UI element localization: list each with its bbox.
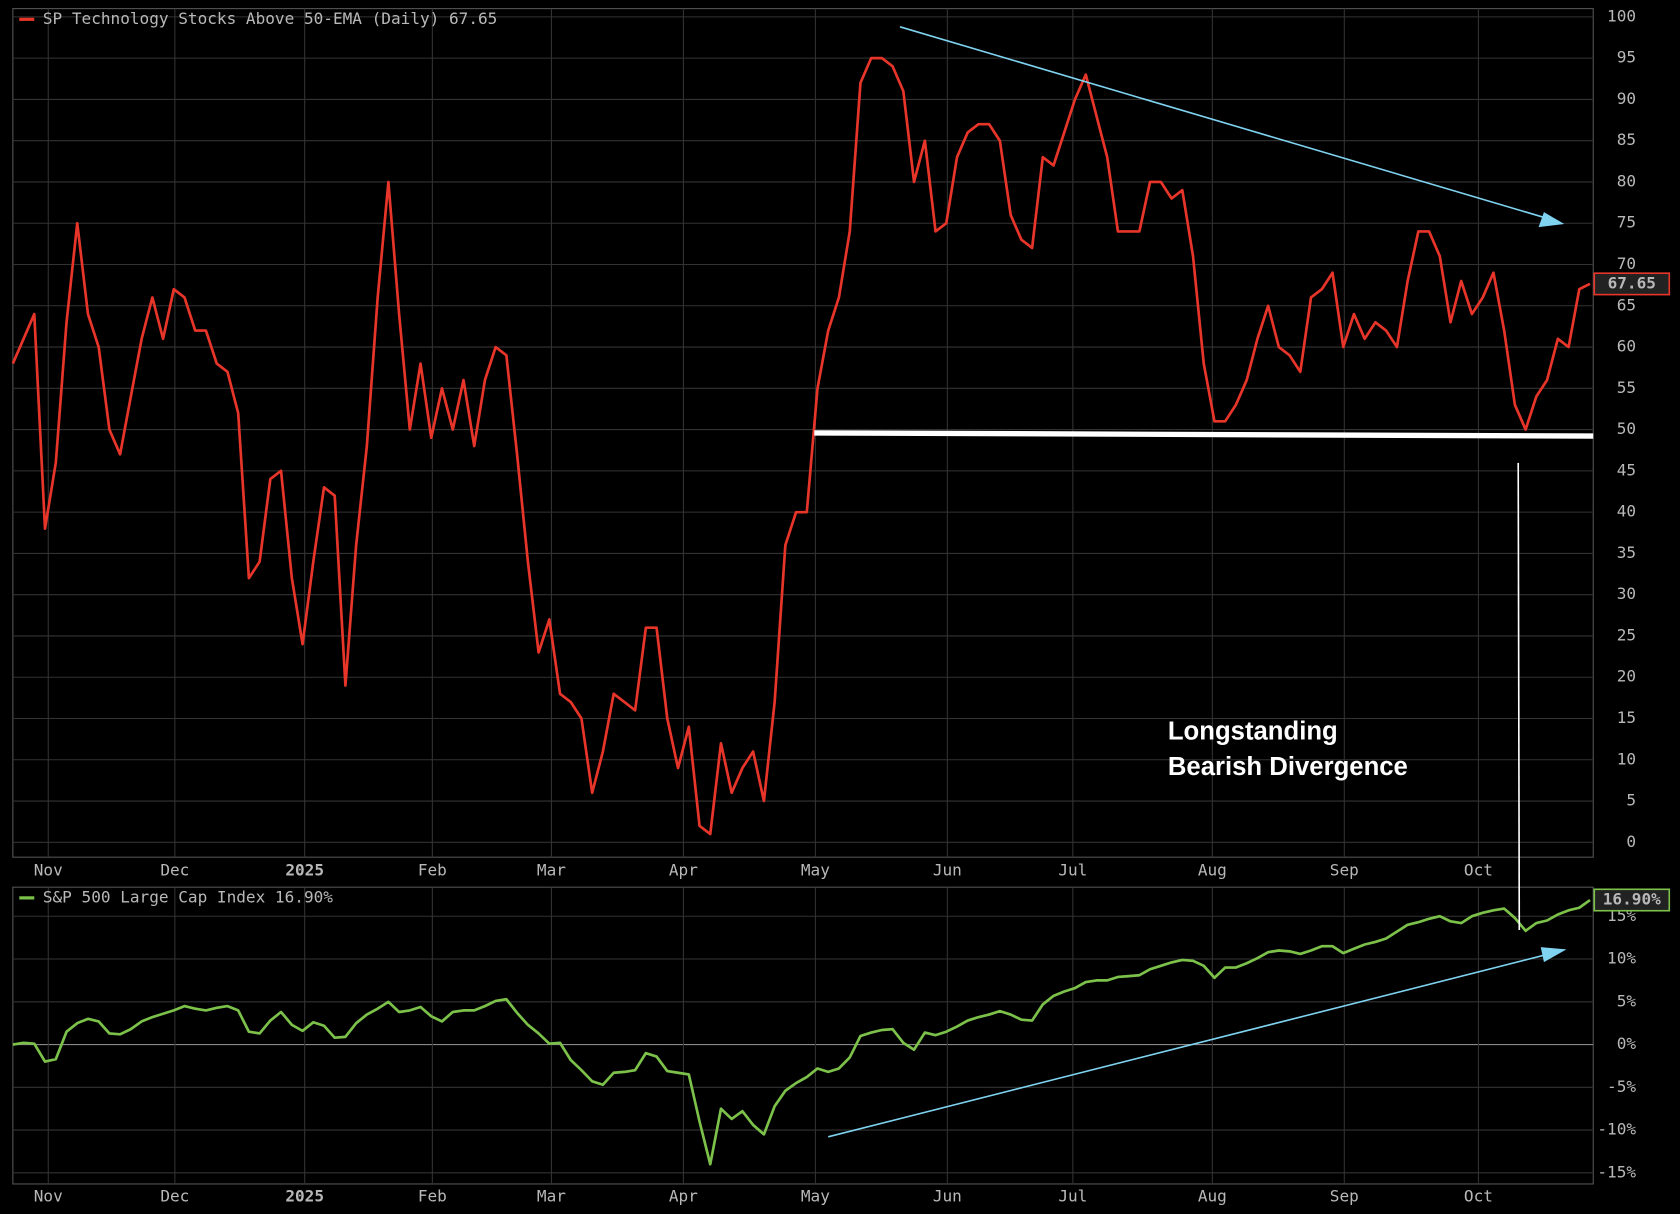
data-line xyxy=(11,56,1591,836)
x-tick-label: May xyxy=(801,861,830,880)
y-tick-label: 20 xyxy=(1617,667,1636,686)
x-tick-label: Mar xyxy=(537,1186,566,1205)
legend-label: S&P 500 Large Cap Index 16.90% xyxy=(43,887,333,906)
grid-layer: 0510152025303540455055606570758085909510… xyxy=(12,6,1637,1205)
y-tick-label: 40 xyxy=(1617,502,1636,521)
support-line xyxy=(814,430,1594,439)
x-tick-label: Feb xyxy=(418,1186,447,1205)
x-tick-label: Nov xyxy=(34,861,63,880)
arrow-head xyxy=(1540,947,1567,963)
y-tick-label: 45 xyxy=(1617,460,1636,479)
plot-frame xyxy=(12,8,1594,858)
value-label: 67.65 xyxy=(1608,273,1656,292)
value-label: 16.90% xyxy=(1603,890,1661,909)
x-tick-label: Aug xyxy=(1198,861,1227,880)
x-tick-label: Dec xyxy=(160,861,189,880)
y-tick-label: 90 xyxy=(1617,89,1636,108)
x-tick-label: Aug xyxy=(1198,1186,1227,1205)
y-tick-label: 65 xyxy=(1617,295,1636,314)
x-tick-label: Apr xyxy=(669,861,698,880)
x-tick-label: Dec xyxy=(160,1186,189,1205)
annotation: Bearish Divergence xyxy=(1168,753,1408,781)
x-tick-label: Oct xyxy=(1464,861,1493,880)
value-badge xyxy=(1593,272,1671,296)
y-tick-label: 0% xyxy=(1617,1034,1637,1053)
mark-layer: SP Technology Stocks Above 50-EMA (Daily… xyxy=(11,9,1671,1166)
y-tick-label: 55 xyxy=(1617,378,1636,397)
x-tick-label: Jun xyxy=(933,861,962,880)
x-tick-label: 2025 xyxy=(285,1186,324,1205)
value-badge xyxy=(1593,888,1671,912)
x-tick-label: Nov xyxy=(34,1186,63,1205)
y-tick-label: 80 xyxy=(1617,171,1636,190)
x-tick-label: 2025 xyxy=(285,861,324,880)
x-tick-label: Mar xyxy=(537,861,566,880)
y-tick-label: -15% xyxy=(1597,1162,1636,1181)
trend-arrow xyxy=(899,26,1560,223)
legend-label: SP Technology Stocks Above 50-EMA (Daily… xyxy=(43,9,498,28)
y-tick-label: 100 xyxy=(1607,6,1636,25)
y-tick-label: 10% xyxy=(1607,949,1636,968)
data-line xyxy=(12,898,1591,1166)
x-tick-label: Sep xyxy=(1330,861,1359,880)
y-tick-label: 10 xyxy=(1617,749,1636,768)
y-tick-label: 25 xyxy=(1617,625,1636,644)
y-tick-label: 60 xyxy=(1617,337,1636,356)
y-tick-label: 15 xyxy=(1617,708,1636,727)
x-tick-label: Apr xyxy=(669,1186,698,1205)
y-tick-label: 95 xyxy=(1617,48,1636,67)
divergence-marker xyxy=(1517,462,1521,931)
y-tick-label: 5% xyxy=(1617,991,1637,1010)
x-tick-label: Feb xyxy=(418,861,447,880)
y-tick-label: -5% xyxy=(1607,1077,1636,1096)
x-tick-label: Oct xyxy=(1464,1186,1493,1205)
y-tick-label: 70 xyxy=(1617,254,1636,273)
x-tick-label: May xyxy=(801,1186,830,1205)
y-tick-label: 75 xyxy=(1617,213,1636,232)
x-tick-label: Jul xyxy=(1058,1186,1087,1205)
y-tick-label: 85 xyxy=(1617,130,1636,149)
arrow-head xyxy=(1538,212,1565,228)
annotation: Longstanding xyxy=(1168,718,1338,746)
y-tick-label: 0 xyxy=(1626,832,1636,851)
y-tick-label: 5 xyxy=(1626,791,1636,810)
plot-frame xyxy=(12,886,1594,1185)
x-tick-label: Jul xyxy=(1058,861,1087,880)
x-tick-label: Jun xyxy=(933,1186,962,1205)
y-tick-label: 30 xyxy=(1617,584,1636,603)
y-tick-label: 50 xyxy=(1617,419,1636,438)
x-tick-label: Sep xyxy=(1330,1186,1359,1205)
y-tick-label: -10% xyxy=(1597,1120,1636,1139)
y-tick-label: 35 xyxy=(1617,543,1636,562)
trend-arrow xyxy=(828,950,1560,1138)
